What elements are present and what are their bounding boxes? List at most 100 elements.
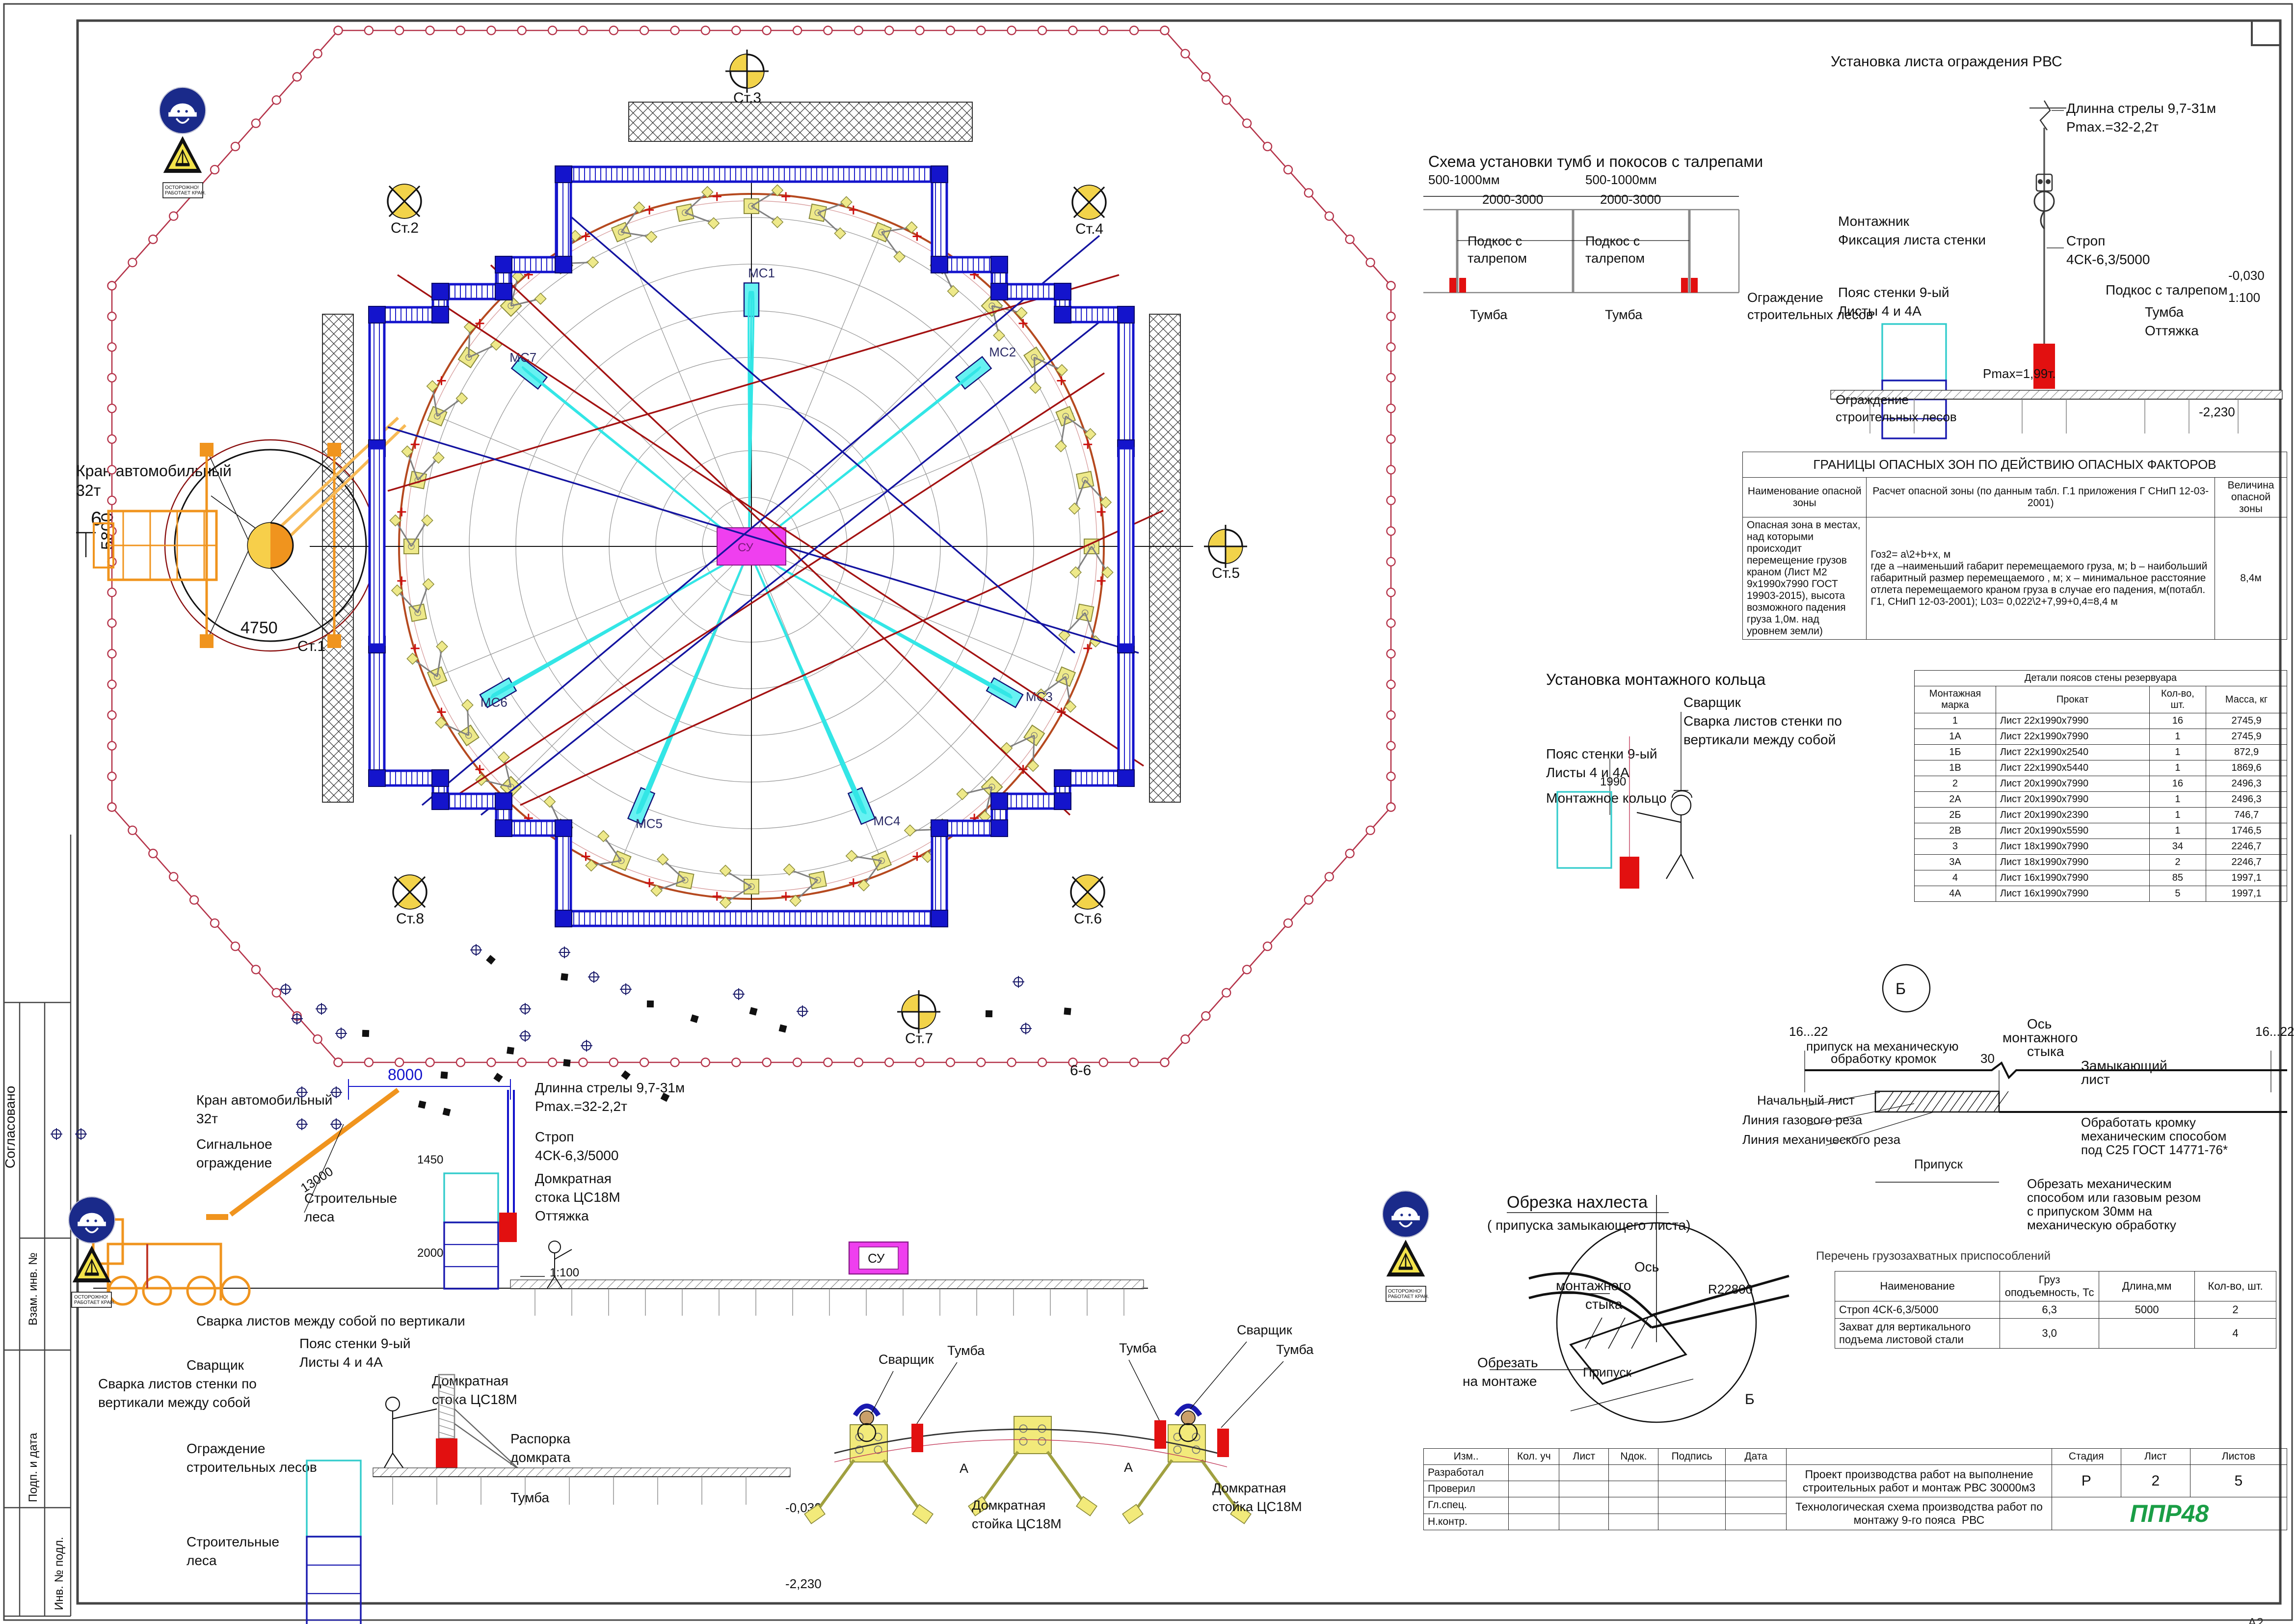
- svg-text:Сварка листов между собой по в: Сварка листов между собой по вертикали: [196, 1313, 465, 1328]
- svg-text:под С25 ГОСТ 14771-76*: под С25 ГОСТ 14771-76*: [2081, 1142, 2228, 1157]
- svg-text:Ст.4: Ст.4: [1075, 221, 1103, 237]
- svg-text:6-6: 6-6: [1070, 1062, 1091, 1079]
- svg-text:Строп: Строп: [535, 1129, 574, 1144]
- svg-text:Пояс стенки 9-ый: Пояс стенки 9-ый: [1838, 285, 1949, 300]
- svg-text:Обрезать: Обрезать: [1477, 1355, 1538, 1370]
- svg-text:Подкос с: Подкос с: [1468, 234, 1522, 248]
- svg-text:-0,030: -0,030: [2228, 268, 2265, 283]
- svg-text:Кран автомобильный: Кран автомобильный: [196, 1092, 332, 1108]
- svg-text:строительных лесов: строительных лесов: [187, 1460, 317, 1475]
- svg-text:4СК-6,3/5000: 4СК-6,3/5000: [2066, 252, 2150, 267]
- svg-text:Ст.3: Ст.3: [733, 90, 761, 106]
- svg-text:Распорка: Распорка: [510, 1431, 570, 1446]
- svg-text:лист: лист: [2081, 1072, 2110, 1087]
- svg-text:талрепом: талрепом: [1585, 251, 1645, 266]
- svg-text:Взам. инв. №: Взам. инв. №: [27, 1252, 40, 1326]
- svg-text:Сварщик: Сварщик: [879, 1352, 934, 1367]
- svg-text:2000-3000: 2000-3000: [1600, 192, 1661, 207]
- svg-text:Начальный лист: Начальный лист: [1757, 1093, 1855, 1108]
- svg-text:Ст.5: Ст.5: [1212, 565, 1240, 581]
- svg-text:Согласовано: Согласовано: [2, 1086, 18, 1168]
- svg-text:РАБОТАЕТ КРАН.: РАБОТАЕТ КРАН.: [165, 190, 206, 196]
- svg-text:16...22: 16...22: [1789, 1024, 1828, 1039]
- svg-text:Пояс стенки 9-ый: Пояс стенки 9-ый: [299, 1336, 411, 1351]
- svg-text:Линия газового реза: Линия газового реза: [1742, 1112, 1863, 1127]
- svg-text:32т: 32т: [196, 1111, 218, 1126]
- svg-text:стыка: стыка: [2027, 1044, 2064, 1059]
- svg-text:Тумба: Тумба: [2145, 304, 2184, 320]
- svg-text:Pmax=1,99т.: Pmax=1,99т.: [1983, 366, 2056, 381]
- svg-text:вертикали между собой: вертикали между собой: [98, 1395, 250, 1410]
- svg-text:Ограждение: Ограждение: [1836, 392, 1909, 407]
- svg-text:Монтажное кольцо: Монтажное кольцо: [1546, 790, 1667, 806]
- svg-text:механическую обработку: механическую обработку: [2027, 1218, 2176, 1232]
- svg-text:ОСТОРОЖНО!: ОСТОРОЖНО!: [1388, 1289, 1422, 1294]
- svg-text:4СК-6,3/5000: 4СК-6,3/5000: [535, 1148, 618, 1163]
- svg-text:Инв. № подл.: Инв. № подл.: [53, 1537, 66, 1611]
- svg-text:на монтаже: на монтаже: [1463, 1374, 1537, 1389]
- svg-text:Б: Б: [1745, 1391, 1755, 1407]
- svg-text:Сварщик: Сварщик: [187, 1357, 244, 1373]
- svg-text:Установка листа ограждения РВС: Установка листа ограждения РВС: [1831, 54, 2062, 70]
- svg-text:2000: 2000: [417, 1246, 443, 1260]
- svg-text:механическим способом: механическим способом: [2081, 1129, 2226, 1143]
- svg-text:Домкратная: Домкратная: [432, 1373, 508, 1388]
- svg-text:обработку кромок: обработку кромок: [1831, 1051, 1936, 1066]
- svg-text:16...22: 16...22: [2255, 1024, 2295, 1039]
- svg-text:Сварка листов стенки по: Сварка листов стенки по: [1683, 713, 1842, 729]
- svg-text:ОСТОРОЖНО!: ОСТОРОЖНО!: [74, 1295, 108, 1300]
- svg-text:Тумба: Тумба: [1470, 307, 1508, 322]
- svg-text:500-1000мм: 500-1000мм: [1428, 172, 1500, 187]
- svg-text:2000-3000: 2000-3000: [1482, 192, 1543, 207]
- svg-text:Строительные: Строительные: [187, 1534, 279, 1549]
- svg-text:А: А: [1124, 1460, 1133, 1475]
- svg-text:32т: 32т: [76, 482, 101, 499]
- svg-text:8000: 8000: [388, 1066, 423, 1083]
- svg-text:1990: 1990: [1600, 775, 1626, 788]
- svg-text:Тумба: Тумба: [510, 1490, 550, 1505]
- svg-text:РАБОТАЕТ КРАН.: РАБОТАЕТ КРАН.: [1388, 1294, 1429, 1299]
- svg-text:Сварщик: Сварщик: [1683, 695, 1741, 710]
- svg-text:Ограждение: Ограждение: [1747, 290, 1823, 305]
- svg-text:Домкратная: Домкратная: [1212, 1481, 1286, 1495]
- svg-text:с припуском 30мм на: с припуском 30мм на: [2027, 1204, 2153, 1218]
- svg-text:Тумба: Тумба: [947, 1343, 985, 1358]
- svg-text:Тумба: Тумба: [1119, 1341, 1157, 1355]
- svg-text:Строп: Строп: [2066, 233, 2105, 248]
- svg-text:Подкос с: Подкос с: [1585, 234, 1640, 248]
- svg-text:Строительные: Строительные: [304, 1191, 397, 1206]
- svg-text:ограждение: ограждение: [196, 1155, 272, 1170]
- svg-text:Подп. и дата: Подп. и дата: [27, 1433, 40, 1502]
- svg-text:Ст.2: Ст.2: [391, 220, 419, 236]
- svg-text:Pmax.=32-2,2т: Pmax.=32-2,2т: [2066, 119, 2159, 135]
- svg-text:R22800: R22800: [1708, 1282, 1753, 1297]
- svg-text:ОСТОРОЖНО!: ОСТОРОЖНО!: [165, 185, 199, 190]
- svg-text:-2,230: -2,230: [785, 1576, 822, 1591]
- svg-text:Установка монтажного кольца: Установка монтажного кольца: [1546, 671, 1765, 688]
- svg-text:Ст.8: Ст.8: [396, 911, 424, 927]
- svg-text:Листы 4 и 4А: Листы 4 и 4А: [299, 1354, 383, 1370]
- svg-text:Обработать кромку: Обработать кромку: [2081, 1115, 2196, 1130]
- svg-text:Обрезка нахлеста: Обрезка нахлеста: [1507, 1193, 1648, 1212]
- svg-text:Оттяжка: Оттяжка: [535, 1208, 589, 1223]
- svg-text:Тумба: Тумба: [1276, 1342, 1314, 1357]
- svg-text:30: 30: [1980, 1051, 1995, 1066]
- svg-text:Ограждение: Ограждение: [187, 1441, 265, 1456]
- svg-text:Ось: Ось: [2027, 1016, 2052, 1031]
- svg-text:СУ: СУ: [868, 1251, 885, 1266]
- svg-text:Припуск: Припуск: [1914, 1157, 1963, 1171]
- svg-text:Фиксация листа стенки: Фиксация листа стенки: [1838, 232, 1986, 247]
- svg-text:строительных лесов: строительных лесов: [1747, 307, 1873, 322]
- svg-text:Pmax.=32-2,2т: Pmax.=32-2,2т: [535, 1099, 627, 1114]
- svg-text:леса: леса: [304, 1209, 335, 1224]
- svg-text:талрепом: талрепом: [1468, 251, 1527, 266]
- svg-text:Ось: Ось: [1634, 1259, 1659, 1274]
- svg-text:вертикали между собой: вертикали между собой: [1683, 732, 1836, 747]
- svg-text:Длинна стрелы 9,7-31м: Длинна стрелы 9,7-31м: [2066, 101, 2216, 116]
- svg-text:MC5: MC5: [636, 816, 663, 831]
- svg-text:-2,230: -2,230: [2199, 405, 2235, 419]
- svg-text:1:100: 1:100: [2228, 290, 2260, 305]
- svg-text:домкрата: домкрата: [510, 1450, 570, 1465]
- svg-text:Ст.1: Ст.1: [297, 638, 325, 654]
- svg-text:Б: Б: [1896, 980, 1906, 998]
